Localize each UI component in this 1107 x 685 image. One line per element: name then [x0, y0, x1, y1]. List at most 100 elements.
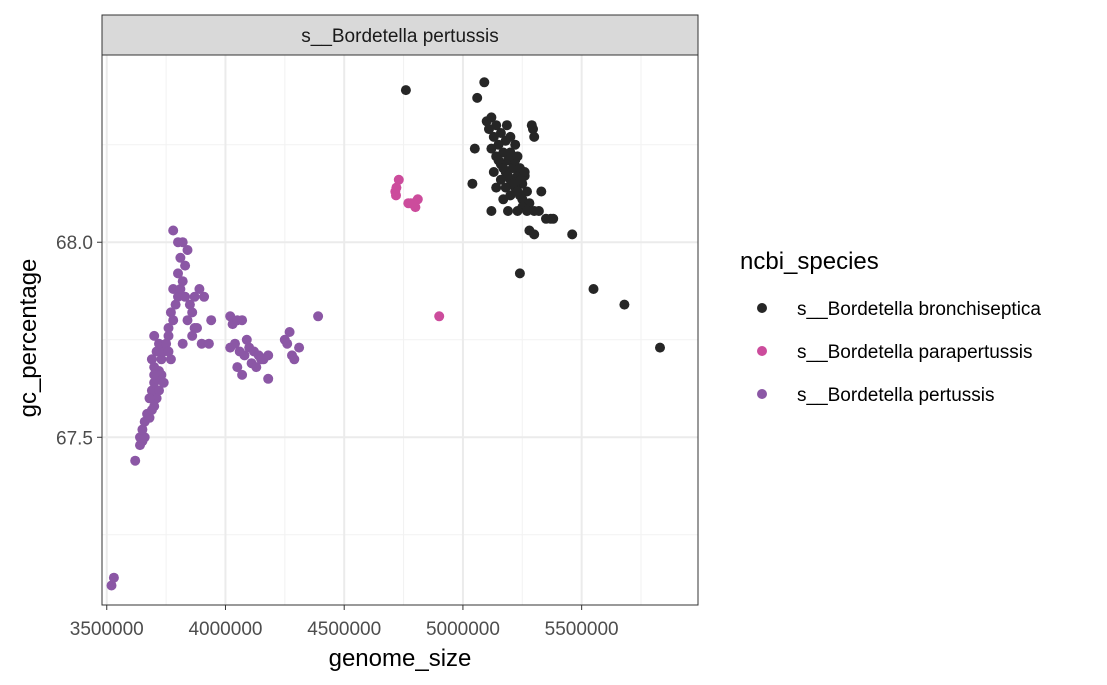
legend-title: ncbi_species [740, 248, 879, 275]
point-pertussis [251, 362, 262, 373]
point-pertussis [187, 330, 198, 341]
point-parapertussis [393, 174, 404, 185]
panel-border [101, 54, 699, 606]
point-pertussis [237, 369, 248, 380]
point-parapertussis [391, 190, 401, 201]
point-bronchiseptica [519, 167, 530, 177]
point-pertussis [173, 268, 183, 279]
point-pertussis [170, 299, 181, 310]
x-tick-label: 5500000 [545, 619, 619, 640]
point-pertussis [144, 393, 155, 404]
point-pertussis [151, 393, 162, 404]
point-pertussis [284, 327, 295, 337]
point-bronchiseptica [493, 155, 504, 166]
point-pertussis [237, 315, 248, 326]
point-bronchiseptica [528, 124, 538, 135]
point-bronchiseptica [510, 139, 521, 150]
point-bronchiseptica [486, 143, 497, 154]
point-pertussis [154, 338, 164, 349]
point-bronchiseptica [533, 206, 544, 216]
point-bronchiseptica [495, 174, 506, 185]
legend-label-parapertussis: s__Bordetella parapertussis [797, 342, 1033, 363]
point-pertussis [146, 385, 157, 396]
point-bronchiseptica [486, 206, 497, 216]
point-pertussis [182, 245, 193, 255]
point-pertussis [139, 432, 150, 443]
legend-entry-bronchiseptica: s__Bordetella bronchiseptica [757, 299, 1041, 320]
point-pertussis [163, 330, 174, 341]
point-pertussis [168, 284, 179, 294]
point-pertussis [137, 424, 148, 435]
x-tick-label: 4500000 [307, 619, 381, 640]
legend-label-bronchiseptica: s__Bordetella bronchiseptica [797, 299, 1041, 320]
legend: ncbi_species s__Bordetella bronchiseptic… [740, 248, 1041, 406]
point-pertussis [156, 369, 167, 380]
point-pertussis [189, 291, 200, 302]
y-tick-label: 67.5 [56, 428, 93, 449]
point-pertussis [168, 225, 179, 236]
y-axis-label: gc_percentage [15, 259, 42, 418]
point-pertussis [156, 354, 167, 365]
legend-key-bronchiseptica [757, 303, 767, 313]
point-pertussis [163, 323, 174, 333]
point-bronchiseptica [498, 194, 509, 205]
point-bronchiseptica [488, 167, 499, 177]
point-pertussis [144, 412, 155, 423]
point-pertussis [282, 338, 293, 349]
point-pertussis [263, 373, 274, 384]
point-pertussis [230, 338, 240, 349]
point-bronchiseptica [491, 182, 502, 193]
point-bronchiseptica [486, 112, 497, 123]
point-pertussis [177, 276, 188, 287]
point-pertussis [182, 315, 193, 326]
point-bronchiseptica [400, 85, 411, 96]
point-bronchiseptica [529, 131, 540, 142]
x-axis-label: genome_size [329, 645, 472, 672]
point-bronchiseptica [512, 151, 523, 162]
point-bronchiseptica [536, 186, 547, 197]
point-pertussis [175, 252, 186, 263]
point-pertussis [180, 260, 191, 271]
point-bronchiseptica [567, 229, 578, 240]
point-pertussis [294, 342, 305, 353]
point-pertussis [161, 338, 172, 349]
x-tick-label: 3500000 [70, 619, 144, 640]
point-pertussis [184, 299, 195, 310]
point-pertussis [163, 346, 174, 357]
point-pertussis [241, 334, 252, 345]
point-pertussis [177, 338, 188, 349]
point-pertussis [165, 307, 176, 318]
point-bronchiseptica [498, 163, 509, 174]
point-pertussis [154, 385, 164, 396]
point-bronchiseptica [548, 213, 559, 224]
point-pertussis [175, 284, 186, 294]
point-bronchiseptica [503, 206, 513, 216]
point-pertussis [192, 323, 202, 333]
legend-entry-pertussis: s__Bordetella pertussis [757, 385, 995, 406]
point-pertussis [149, 401, 160, 412]
point-parapertussis [434, 311, 445, 322]
y-axis: 67.5 68.0 [56, 233, 102, 449]
point-bronchiseptica [522, 206, 532, 216]
legend-label-pertussis: s__Bordetella pertussis [797, 385, 995, 406]
point-pertussis [149, 330, 160, 341]
legend-entry-parapertussis: s__Bordetella parapertussis [757, 342, 1033, 363]
point-bronchiseptica [488, 131, 499, 142]
facet-strip [101, 14, 699, 56]
facet-title: s__Bordetella pertussis [301, 26, 499, 47]
point-bronchiseptica [514, 268, 525, 279]
point-pertussis [168, 315, 179, 326]
legend-key-parapertussis [757, 346, 767, 356]
point-bronchiseptica [467, 178, 478, 189]
point-pertussis [199, 291, 210, 302]
point-pertussis [165, 354, 176, 365]
data-points [106, 77, 665, 591]
point-bronchiseptica [512, 206, 523, 216]
point-pertussis [106, 580, 117, 591]
point-pertussis [173, 237, 183, 248]
point-pertussis [289, 354, 300, 365]
point-bronchiseptica [619, 299, 630, 310]
point-pertussis [146, 354, 157, 365]
point-bronchiseptica [588, 284, 599, 294]
